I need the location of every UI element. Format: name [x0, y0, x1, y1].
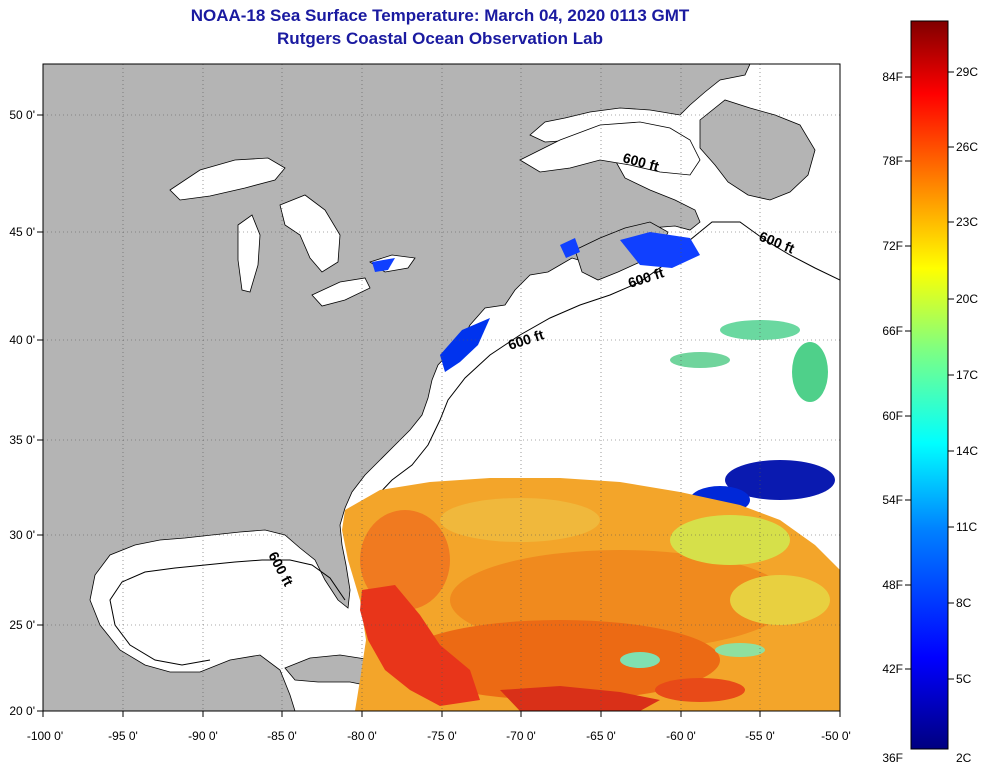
colorbar-c-label: 11C: [956, 520, 977, 534]
colorbar-c-label: 14C: [956, 444, 978, 458]
colorbar-ticks: [905, 71, 954, 680]
north-america-land: [43, 64, 751, 711]
colorbar-f-label: 60F: [882, 409, 903, 423]
lat-tick-label: 45 0': [9, 225, 35, 239]
st-lawrence-water: [519, 121, 701, 176]
colorbar-c-label: 5C: [956, 672, 972, 686]
colorbar-f-label: 78F: [882, 154, 903, 168]
lon-tick-label: -100 0': [27, 729, 63, 743]
lon-tick-label: -70 0': [506, 729, 536, 743]
lon-tick-label: -75 0': [427, 729, 457, 743]
colorbar-f-label: 72F: [882, 239, 903, 253]
graticule: [43, 64, 840, 711]
colorbar-f-label: 84F: [882, 70, 903, 84]
lon-tick-label: -85 0': [267, 729, 297, 743]
axis-ticks: [37, 114, 841, 717]
gulf-contour-line: [109, 559, 346, 666]
lon-tick-label: -50 0': [821, 729, 851, 743]
lon-tick-label: -65 0': [586, 729, 616, 743]
colorbar-c-label: 17C: [956, 368, 978, 382]
temperature-colorbar: [910, 20, 949, 750]
lon-tick-label: -90 0': [188, 729, 218, 743]
colorbar-f-label: 42F: [882, 662, 903, 676]
great-lakes: [169, 157, 416, 307]
colorbar-f-label: 66F: [882, 324, 903, 338]
lat-tick-label: 40 0': [9, 333, 35, 347]
lat-tick-label: 25 0': [9, 618, 35, 632]
lon-tick-label: -55 0': [745, 729, 775, 743]
lon-tick-label: -60 0': [666, 729, 696, 743]
colorbar-c-label: 29C: [956, 65, 978, 79]
colorbar-c-label: 2C: [956, 751, 972, 765]
lon-tick-label: -80 0': [347, 729, 377, 743]
lon-tick-label: -95 0': [108, 729, 138, 743]
colorbar-c-label: 8C: [956, 596, 972, 610]
map-title: NOAA-18 Sea Surface Temperature: March 0…: [190, 6, 690, 25]
map-subtitle: Rutgers Coastal Ocean Observation Lab: [277, 29, 603, 48]
colorbar-c-label: 23C: [956, 215, 978, 229]
lat-tick-label: 20 0': [9, 704, 35, 718]
colorbar-c-label: 26C: [956, 140, 978, 154]
colorbar-f-label: 54F: [882, 493, 903, 507]
lat-tick-label: 35 0': [9, 433, 35, 447]
lat-tick-label: 50 0': [9, 108, 35, 122]
colorbar-f-label: 36F: [882, 751, 903, 765]
newfoundland-land: [699, 99, 816, 201]
colorbar-f-label: 48F: [882, 578, 903, 592]
colorbar-c-label: 20C: [956, 292, 978, 306]
lat-tick-label: 30 0': [9, 528, 35, 542]
